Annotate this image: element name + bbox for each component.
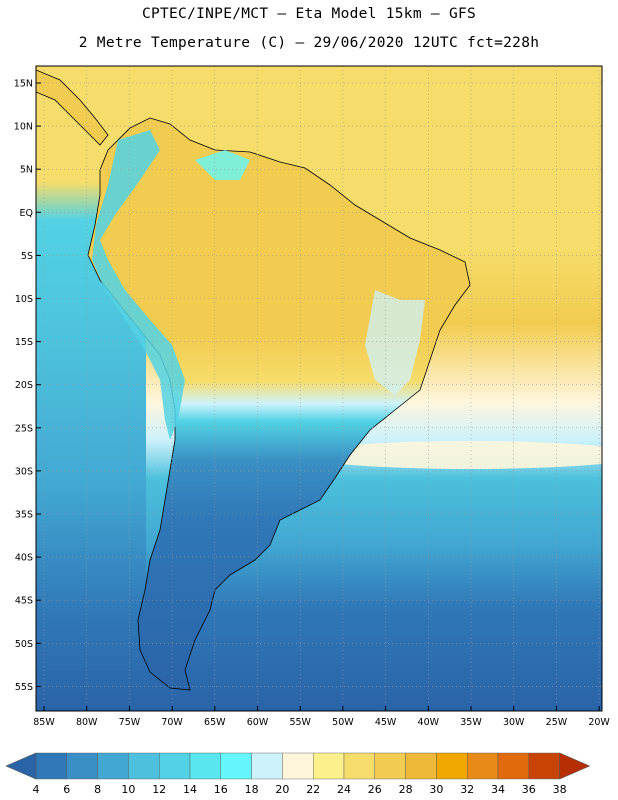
lon-label: 80W	[76, 717, 98, 728]
lat-label: 5N	[20, 165, 33, 176]
lat-label: 35S	[15, 510, 33, 521]
lat-label: 20S	[15, 380, 33, 391]
colorbar-label: 30	[429, 783, 443, 796]
warm-band	[300, 441, 602, 469]
colorbar-swatch	[436, 752, 468, 780]
colorbar-swatch	[497, 752, 529, 780]
colorbar-swatch	[35, 752, 67, 780]
lon-label: 35W	[460, 717, 482, 728]
colorbar-swatch	[97, 752, 129, 780]
colorbar-label: 32	[460, 783, 474, 796]
colorbar-swatch	[158, 752, 191, 780]
central-america-land	[36, 69, 109, 146]
lat-label: 15N	[14, 79, 33, 90]
andes-highlands	[92, 130, 185, 440]
colorbar-swatch	[282, 752, 314, 780]
lon-label: 85W	[33, 717, 55, 728]
colorbar-swatch	[66, 752, 98, 780]
lon-label: 75W	[119, 717, 141, 728]
colorbar-arrow-right	[559, 752, 591, 780]
lat-label: 15S	[15, 337, 33, 348]
colorbar-labels: 4 6 8 10 12 14 16 18 20 22 24 26 28 30 32 34 36 38	[33, 783, 567, 796]
lat-label: EQ	[20, 208, 33, 219]
lon-label: 55W	[289, 717, 311, 728]
colorbar-label: 16	[214, 783, 228, 796]
colorbar-swatch	[343, 752, 375, 780]
colorbar-swatch	[189, 752, 221, 780]
colorbar-label: 14	[183, 783, 197, 796]
lon-label: 65W	[204, 717, 226, 728]
colorbar-label: 12	[152, 783, 166, 796]
lat-label: 10S	[15, 294, 33, 305]
lon-label: 70W	[161, 717, 183, 728]
latitude-labels: 15N 10N 5N EQ 5S 10S 15S 20S 25S 30S 35S 40S 45S 50S 5…	[14, 79, 41, 693]
colorbar-label: 6	[63, 783, 70, 796]
lon-label: 30W	[503, 717, 525, 728]
map-frame	[35, 65, 603, 712]
lon-label: 50W	[332, 717, 354, 728]
colorbar-label: 36	[522, 783, 536, 796]
colorbar-swatch	[467, 752, 499, 780]
colorbar-swatch	[220, 752, 252, 780]
colorbar-arrow-left	[5, 752, 37, 780]
lat-label: 25S	[15, 423, 33, 434]
guiana-highlands	[195, 150, 250, 180]
lat-label: 55S	[15, 682, 33, 693]
colorbar-swatch	[313, 752, 345, 780]
colorbar-label: 10	[121, 783, 135, 796]
map-subtitle: 2 Metre Temperature (C) – 29/06/2020 12U…	[78, 35, 540, 51]
lat-label: 45S	[15, 596, 33, 607]
colorbar-label: 28	[399, 783, 413, 796]
map-title: CPTEC/INPE/MCT – Eta Model 15km – GFS	[141, 6, 477, 22]
lat-label: 10N	[14, 122, 33, 133]
colorbar-label: 38	[553, 783, 567, 796]
colorbar-swatch	[528, 752, 560, 780]
colorbar-swatch	[251, 752, 283, 780]
colorbar-swatch	[128, 752, 160, 780]
lon-label: 45W	[375, 717, 397, 728]
lon-label: 25W	[546, 717, 568, 728]
lat-label: 30S	[15, 466, 33, 477]
lat-label: 40S	[15, 553, 33, 564]
colorbar-label: 4	[33, 783, 40, 796]
colorbar	[5, 752, 591, 780]
colorbar-swatch	[374, 752, 406, 780]
colorbar-label: 8	[94, 783, 101, 796]
lat-label: 5S	[21, 251, 33, 262]
lon-label: 60W	[247, 717, 269, 728]
map-field	[36, 66, 602, 711]
colorbar-swatch	[405, 752, 437, 780]
colorbar-label: 20	[275, 783, 289, 796]
brazil-highlands	[365, 290, 425, 395]
longitude-labels: 85W 80W 75W 70W 65W 60W 55W 50W 45W 40W 35W 30W 25W 2…	[33, 706, 610, 728]
lat-label: 50S	[15, 639, 33, 650]
lon-label: 40W	[418, 717, 440, 728]
colorbar-label: 22	[306, 783, 320, 796]
colorbar-label: 26	[368, 783, 382, 796]
colorbar-label: 18	[245, 783, 259, 796]
colorbar-label: 24	[337, 783, 351, 796]
colorbar-label: 34	[491, 783, 505, 796]
lon-label: 20W	[588, 717, 610, 728]
